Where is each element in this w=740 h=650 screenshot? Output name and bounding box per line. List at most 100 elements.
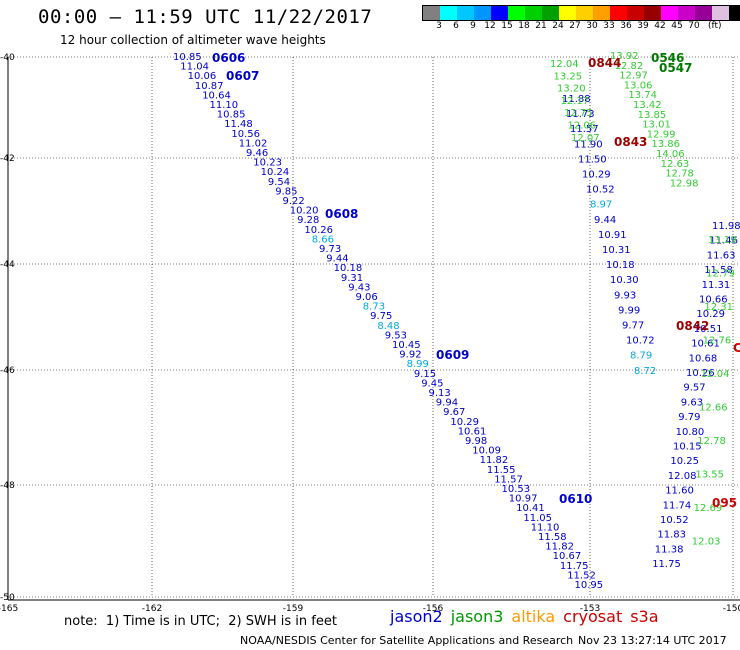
wave-height-value: 13.01 xyxy=(642,120,671,131)
wave-height-value: 11.31 xyxy=(702,280,731,291)
scale-swatch xyxy=(678,6,695,20)
wave-height-value: 12.97 xyxy=(619,71,648,82)
wave-height-value: 12.08 xyxy=(668,471,697,482)
wave-height-value: 11.55 xyxy=(487,465,516,476)
color-scale-bar xyxy=(422,5,740,21)
legend-entry-cryosat: cryosat xyxy=(563,607,623,626)
wave-height-value: 12.99 xyxy=(647,129,676,140)
legend-entry-s3a: s3a xyxy=(630,607,659,626)
footer-credit: NOAA/NESDIS Center for Satellite Applica… xyxy=(240,634,574,647)
wave-height-value: 11.73 xyxy=(566,109,595,120)
wave-height-value: 13.86 xyxy=(651,139,680,150)
lon-label: -165 xyxy=(0,604,18,614)
map-subtitle: 12 hour collection of altimeter wave hei… xyxy=(60,33,326,47)
wave-height-value: 9.57 xyxy=(683,383,705,394)
scale-label: 70 xyxy=(688,21,700,31)
wave-height-value: 11.82 xyxy=(545,542,574,553)
wave-height-value: 10.53 xyxy=(502,484,531,495)
time-label: 0606 xyxy=(212,51,245,65)
wave-height-value: 10.45 xyxy=(392,340,421,351)
scale-swatch xyxy=(627,6,644,20)
wave-height-value: 11.10 xyxy=(210,100,239,111)
wave-height-value: 10.18 xyxy=(606,260,635,271)
wave-height-value: 12.17 xyxy=(561,96,590,107)
wave-height-value: 11.52 xyxy=(567,570,596,581)
wave-height-value: 11.57 xyxy=(494,474,523,485)
wave-height-value: 10.72 xyxy=(626,336,655,347)
wave-height-value: 13.74 xyxy=(628,90,657,101)
axis-labels: -40 -42 -44 -46 -48 -50-165 -162 -159 -156 -153 -1… xyxy=(0,53,740,614)
wave-height-value: 9.67 xyxy=(443,407,465,418)
scale-label: 42 xyxy=(654,21,666,31)
wave-height-value: 12.04 xyxy=(701,369,730,380)
wave-height-value: 8.72 xyxy=(634,366,656,377)
scale-swatch xyxy=(525,6,542,20)
time-label: 0843 xyxy=(614,135,647,149)
time-labels: 0606 0607 0608 0609 0610 0844 0843 0842 05460547… xyxy=(212,51,740,510)
wave-height-value: 13.25 xyxy=(554,71,583,82)
wave-height-value: 9.46 xyxy=(246,148,268,159)
wave-height-value: 10.29 xyxy=(450,417,479,428)
wave-height-value: 14.06 xyxy=(656,149,685,160)
track-0842-0843: 11.88 11.73 11.57 11.90 11.50 10.29 10.52 8.97 9… xyxy=(562,94,656,377)
time-label: 0607 xyxy=(226,69,259,83)
wave-height-value: 9.94 xyxy=(436,398,458,409)
wave-height-value: 10.26 xyxy=(686,368,715,379)
wave-height-value: 10.52 xyxy=(586,185,615,196)
lon-label: -156 xyxy=(423,604,444,614)
wave-height-value: 11.48 xyxy=(224,119,253,130)
wave-height-value: 10.64 xyxy=(202,90,231,101)
satellite-legend: jason2 jason3 altika cryosat s3a xyxy=(390,607,667,626)
wave-height-value: 9.79 xyxy=(678,412,700,423)
legend-entry-altika: altika xyxy=(511,607,556,626)
wave-height-value: 10.97 xyxy=(509,494,538,505)
wave-height-value: 11.58 xyxy=(538,532,567,543)
legend-entry-jason3: jason3 xyxy=(450,607,504,626)
wave-height-value: 9.93 xyxy=(614,290,636,301)
wave-height-value: 13.42 xyxy=(633,100,662,111)
wave-height-value: 11.74 xyxy=(663,500,692,511)
wave-height-value: 10.66 xyxy=(699,295,728,306)
wave-height-value: 9.13 xyxy=(429,388,451,399)
scale-swatch xyxy=(491,6,508,20)
wave-height-value: 10.51 xyxy=(694,324,723,335)
wave-height-value: 9.77 xyxy=(622,321,644,332)
wave-height-value: 10.31 xyxy=(602,245,631,256)
lat-label: -48 xyxy=(0,481,15,491)
time-label: 095 xyxy=(712,496,737,510)
wave-height-value: 9.28 xyxy=(297,215,319,226)
wave-height-value: 11.10 xyxy=(531,522,560,533)
time-label: 0609 xyxy=(436,348,469,362)
wave-height-value: 12.75 xyxy=(564,108,593,119)
wave-height-value: 8.97 xyxy=(590,200,612,211)
wave-height-value: 12.03 xyxy=(692,537,721,548)
satellite-tracks: 10.8511.0410.0610.8710.6411.1010.8511.48… xyxy=(173,51,740,591)
wave-height-value: 13.55 xyxy=(695,470,724,481)
map-note: note: 1) Time is in UTC; 2) SWH is in fe… xyxy=(64,614,337,629)
scale-swatch xyxy=(695,6,712,20)
wave-height-value: 9.98 xyxy=(465,436,487,447)
lon-label: -159 xyxy=(283,604,304,614)
wave-height-value: 10.56 xyxy=(231,129,260,140)
wave-height-value: 10.20 xyxy=(290,206,319,217)
wave-height-value: 9.06 xyxy=(356,292,378,303)
wave-height-value: 10.23 xyxy=(253,158,282,169)
scale-label: 27 xyxy=(569,21,581,31)
wave-height-value: 11.57 xyxy=(570,124,599,135)
wave-height-value: 12.31 xyxy=(704,302,733,313)
wave-height-value: 10.15 xyxy=(673,442,702,453)
wave-height-value: 12.06 xyxy=(568,121,597,132)
wave-height-value: 13.92 xyxy=(610,51,639,62)
wave-height-value: 11.50 xyxy=(578,154,607,165)
wave-height-value: 12.63 xyxy=(661,159,690,170)
wave-height-value: 12.79 xyxy=(706,269,735,280)
scale-swatch xyxy=(576,6,593,20)
wave-height-value: 8.73 xyxy=(363,302,385,313)
wave-height-value: 9.63 xyxy=(681,397,703,408)
wave-height-value: 9.54 xyxy=(268,177,290,188)
scale-swatch xyxy=(610,6,627,20)
wave-height-value: 10.25 xyxy=(670,456,699,467)
map-title: 00:00 – 11:59 UTC 11/22/2017 xyxy=(38,6,373,28)
